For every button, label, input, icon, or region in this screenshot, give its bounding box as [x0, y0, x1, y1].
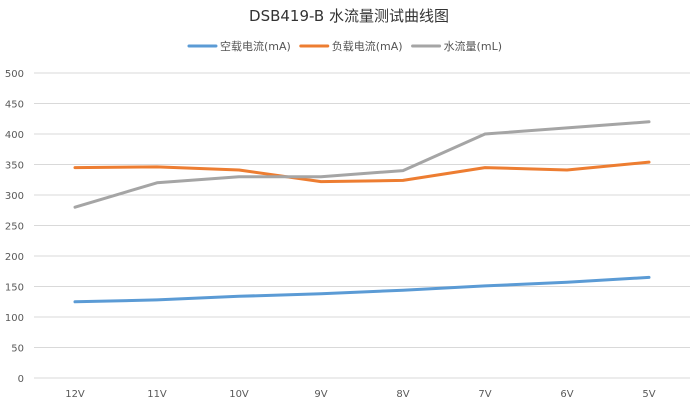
series-group — [73, 120, 651, 304]
y-tick-label: 450 — [5, 100, 24, 111]
x-tick-label: 8V — [396, 389, 409, 400]
gridlines — [34, 72, 690, 379]
y-tick-label: 50 — [11, 344, 24, 355]
series-line-1 — [73, 160, 651, 184]
y-tick-label: 150 — [5, 283, 24, 294]
chart-title: DSB419-B 水流量测试曲线图 — [249, 7, 449, 25]
legend: 空载电流(mA) 负载电流(mA) 水流量(mL) — [187, 39, 502, 53]
y-tick-label: 350 — [5, 161, 24, 172]
y-tick-label: 100 — [5, 313, 24, 324]
y-tick-label: 300 — [5, 191, 24, 202]
legend-label: 水流量(mL) — [444, 39, 502, 53]
series-line-0 — [73, 275, 651, 304]
y-tick-label: 250 — [5, 222, 24, 233]
x-tick-label: 6V — [560, 389, 573, 400]
x-tick-label: 5V — [642, 389, 655, 400]
y-axis-ticks: 0 50 100 150 200 250 300 350 400 450 500 — [5, 69, 24, 385]
x-tick-label: 10V — [229, 389, 249, 400]
series-line-2 — [73, 120, 651, 209]
y-tick-label: 500 — [5, 69, 24, 80]
legend-label: 空载电流(mA) — [220, 39, 291, 53]
x-axis-ticks: 12V 11V 10V 9V 8V 7V 6V 5V — [65, 389, 656, 400]
y-tick-label: 400 — [5, 130, 24, 141]
legend-label: 负载电流(mA) — [332, 39, 403, 53]
y-tick-label: 0 — [18, 374, 24, 385]
x-tick-label: 9V — [314, 389, 327, 400]
x-tick-label: 12V — [65, 389, 85, 400]
y-tick-label: 200 — [5, 252, 24, 263]
x-tick-label: 7V — [478, 389, 491, 400]
x-tick-label: 11V — [147, 389, 167, 400]
